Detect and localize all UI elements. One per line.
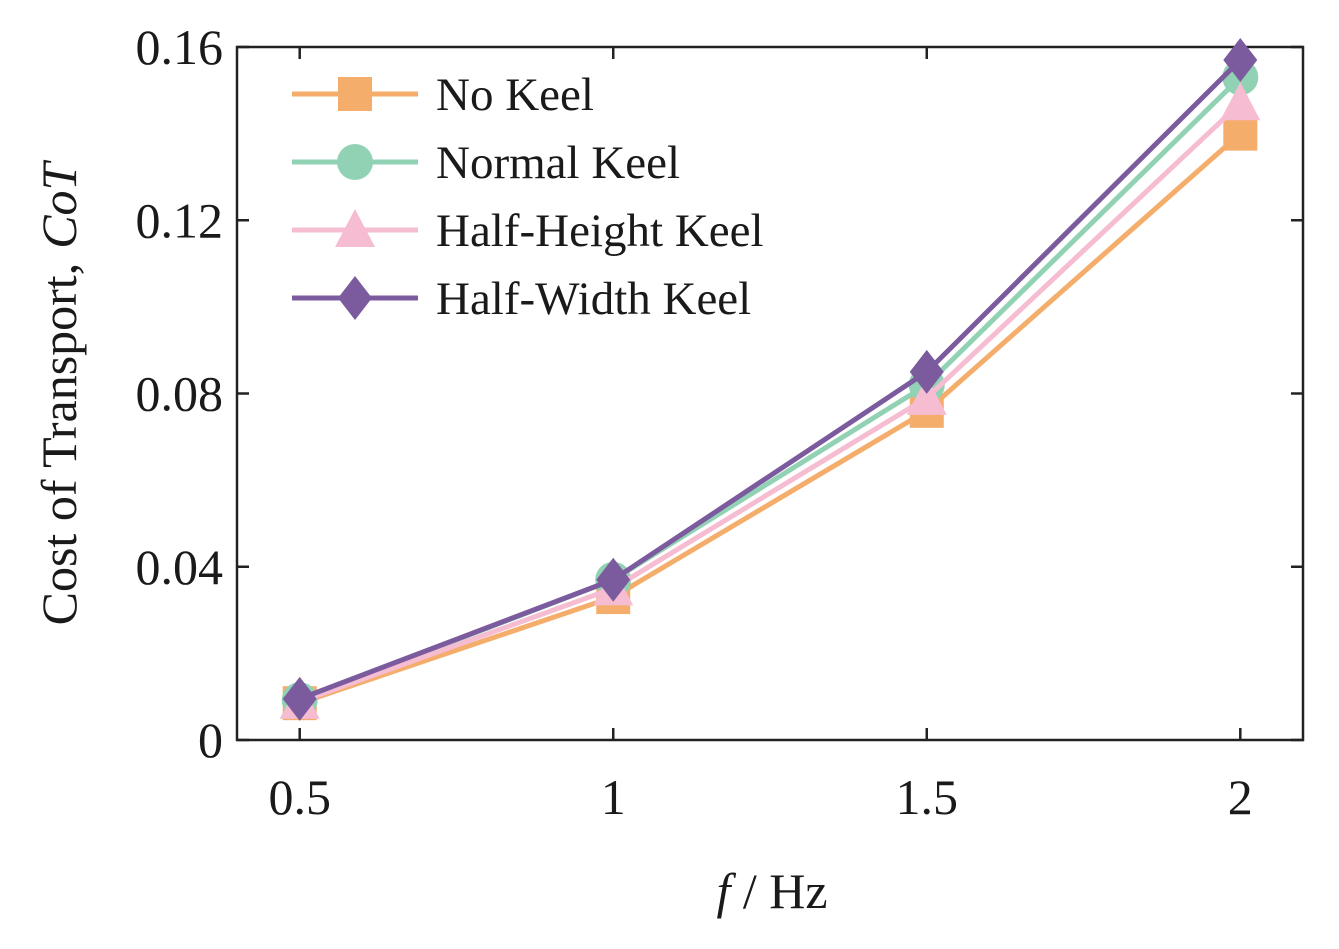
y-tick-label: 0.16 [136, 19, 224, 75]
y-axis-title-symbol: CoT [31, 159, 87, 248]
legend-marker [335, 209, 375, 247]
legend-marker [337, 144, 373, 180]
y-axis-title: Cost of Transport, CoT [31, 159, 87, 625]
plot-frame [235, 45, 1305, 742]
data-point [906, 376, 947, 415]
data-point [1223, 116, 1258, 151]
x-tick-label: 0.5 [268, 769, 331, 825]
legend-entry: Normal Keel [292, 137, 680, 189]
x-axis-title-unit: / Hz [730, 863, 827, 919]
legend-marker [338, 276, 372, 320]
series-line [298, 58, 1243, 702]
legend: No Keel Normal Keel Half-Height Keel Half-W… [292, 69, 764, 325]
x-tick-label: 1.5 [896, 769, 959, 825]
y-tick-label: 0.12 [136, 192, 224, 248]
series-half-width-keel [282, 37, 1258, 721]
series-line [298, 131, 1242, 706]
series-normal-keel [281, 59, 1259, 719]
data-point [1223, 37, 1258, 82]
series-layer [279, 37, 1261, 721]
legend-entry: Half-Width Keel [292, 273, 751, 325]
y-tick-label: 0 [198, 712, 223, 768]
legend-label: Half-Height Keel [436, 205, 764, 257]
x-axis-title: f / Hz [716, 863, 827, 919]
x-tick-label: 1 [601, 769, 626, 825]
y-tick-label: 0.04 [136, 539, 224, 595]
data-point [1220, 82, 1261, 121]
y-axis-title-text: Cost of Transport, [31, 263, 87, 626]
legend-entry: No Keel [292, 69, 594, 121]
axes: 0 0.04 0.08 0.12 0.16 0.5 1 1.5 2 [136, 19, 1305, 825]
data-point [909, 349, 944, 394]
y-tick-label: 0.08 [136, 366, 224, 422]
data-point [282, 676, 317, 721]
x-tick-label: 2 [1228, 769, 1253, 825]
series-half-height-keel [279, 82, 1261, 719]
series-line [298, 101, 1243, 705]
legend-marker [338, 77, 372, 111]
legend-entry: Half-Height Keel [292, 205, 764, 257]
legend-label: No Keel [436, 69, 594, 121]
legend-label: Normal Keel [436, 137, 680, 189]
legend-label: Half-Width Keel [436, 273, 751, 325]
data-point [596, 557, 631, 602]
